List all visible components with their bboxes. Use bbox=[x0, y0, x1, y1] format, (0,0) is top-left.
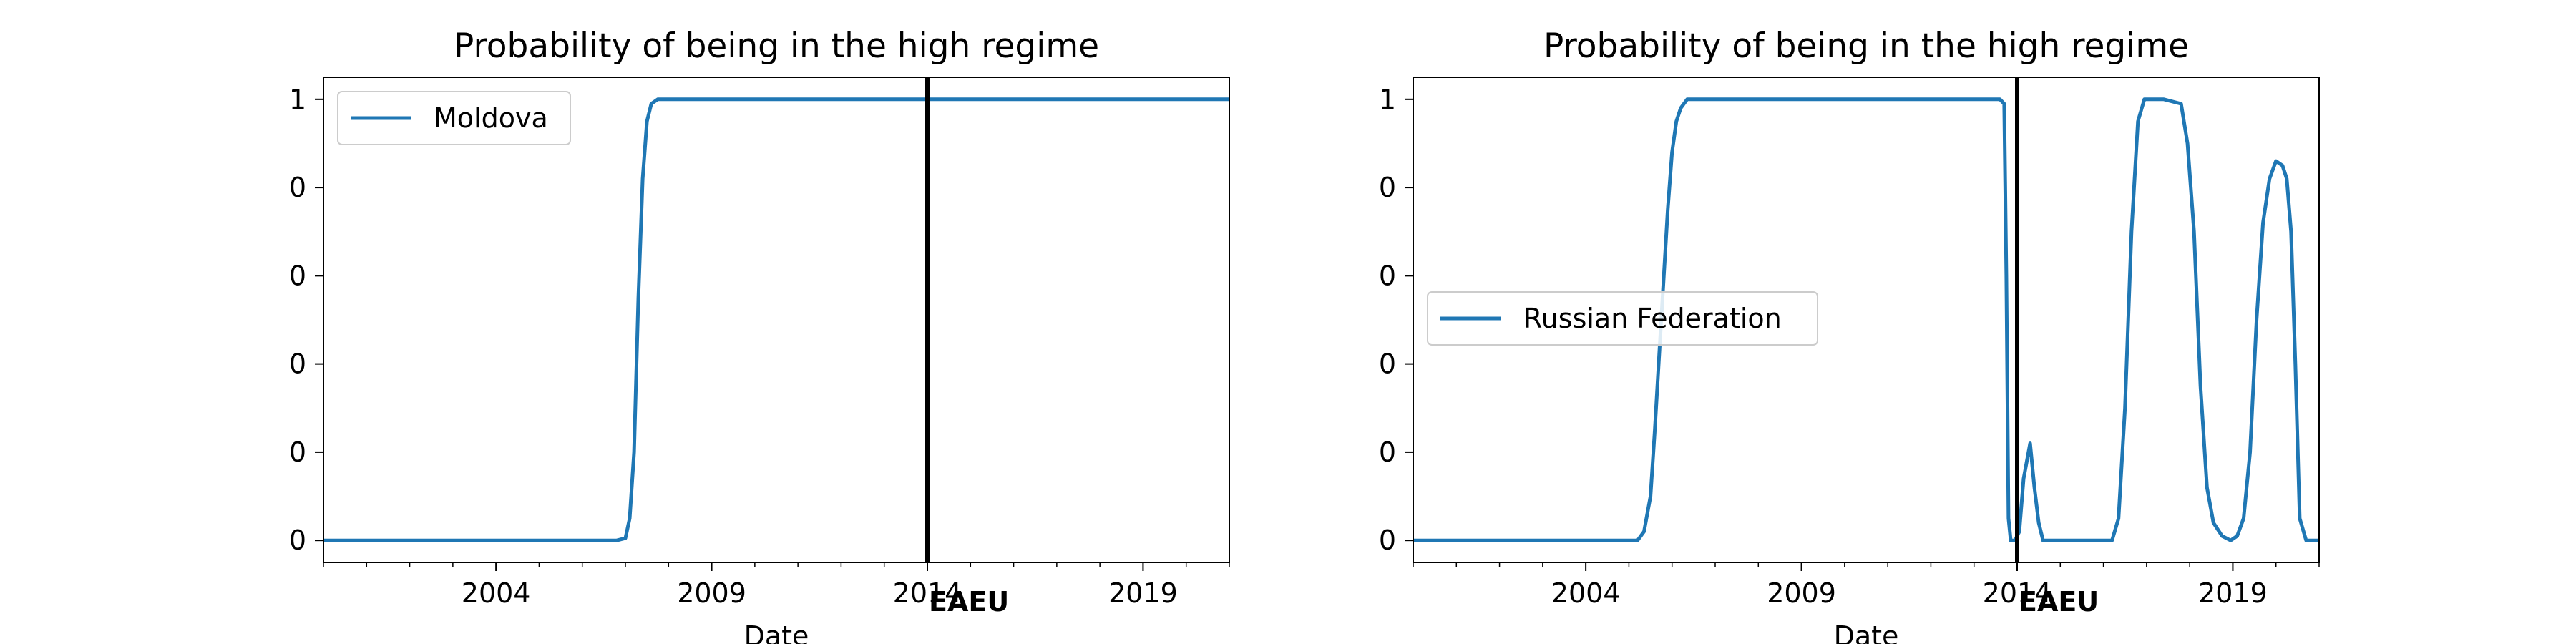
y-tick-label: 0 bbox=[289, 172, 306, 203]
axes-frame bbox=[1413, 77, 2320, 563]
y-tick-label: 0 bbox=[1379, 172, 1396, 203]
legend: Moldova bbox=[337, 91, 571, 145]
y-tick-label: 0 bbox=[1379, 525, 1396, 556]
x-tick-label: 2014 bbox=[893, 577, 962, 609]
x-tick-label: 2004 bbox=[462, 577, 531, 609]
y-tick-label: 0 bbox=[289, 348, 306, 380]
event-label: EAEU bbox=[2019, 586, 2099, 618]
y-tick-label: 0 bbox=[289, 260, 306, 291]
x-tick-label: 2019 bbox=[2198, 577, 2268, 609]
axes-frame bbox=[323, 77, 1230, 563]
x-tick-label: 2009 bbox=[1767, 577, 1836, 609]
legend: Russian Federation bbox=[1427, 291, 1818, 346]
x-axis-label: Date bbox=[1834, 620, 1899, 644]
series-line bbox=[1413, 97, 2319, 542]
plot-area: 0 0 0 0 0 1 2004 2009 2014 2019 EAEU Russian Federa… bbox=[1379, 77, 2320, 618]
legend-label: Moldova bbox=[434, 102, 548, 134]
y-tick-label: 1 bbox=[289, 84, 306, 115]
y-tick-label: 0 bbox=[289, 436, 306, 468]
x-tick-label: 2014 bbox=[1983, 577, 2052, 609]
y-tick-label: 0 bbox=[289, 525, 306, 556]
x-tick-label: 2009 bbox=[677, 577, 746, 609]
chart-title: Probability of being in the high regime bbox=[1543, 26, 2189, 66]
y-tick-label: 1 bbox=[1379, 84, 1396, 115]
legend-frame bbox=[337, 91, 571, 145]
x-tick-label: 2019 bbox=[1108, 577, 1178, 609]
x-axis-label: Date bbox=[744, 620, 809, 644]
y-tick-label: 0 bbox=[1379, 348, 1396, 380]
plot-area: 0 0 0 0 0 1 2004 2009 2014 2019 EAEU Moldova bbox=[289, 77, 1230, 618]
x-tick-label: 2004 bbox=[1551, 577, 1621, 609]
y-tick-label: 0 bbox=[1379, 260, 1396, 291]
chart-title: Probability of being in the high regime bbox=[454, 26, 1099, 66]
event-label: EAEU bbox=[929, 586, 1009, 618]
series-line bbox=[323, 97, 1229, 542]
legend-frame bbox=[1427, 291, 1818, 346]
y-tick-label: 0 bbox=[1379, 436, 1396, 468]
chart-moldova: Probability of being in the high regime … bbox=[289, 26, 1230, 644]
chart-russian-federation: Probability of being in the high regime … bbox=[1379, 26, 2320, 644]
legend-label: Russian Federation bbox=[1523, 303, 1782, 334]
